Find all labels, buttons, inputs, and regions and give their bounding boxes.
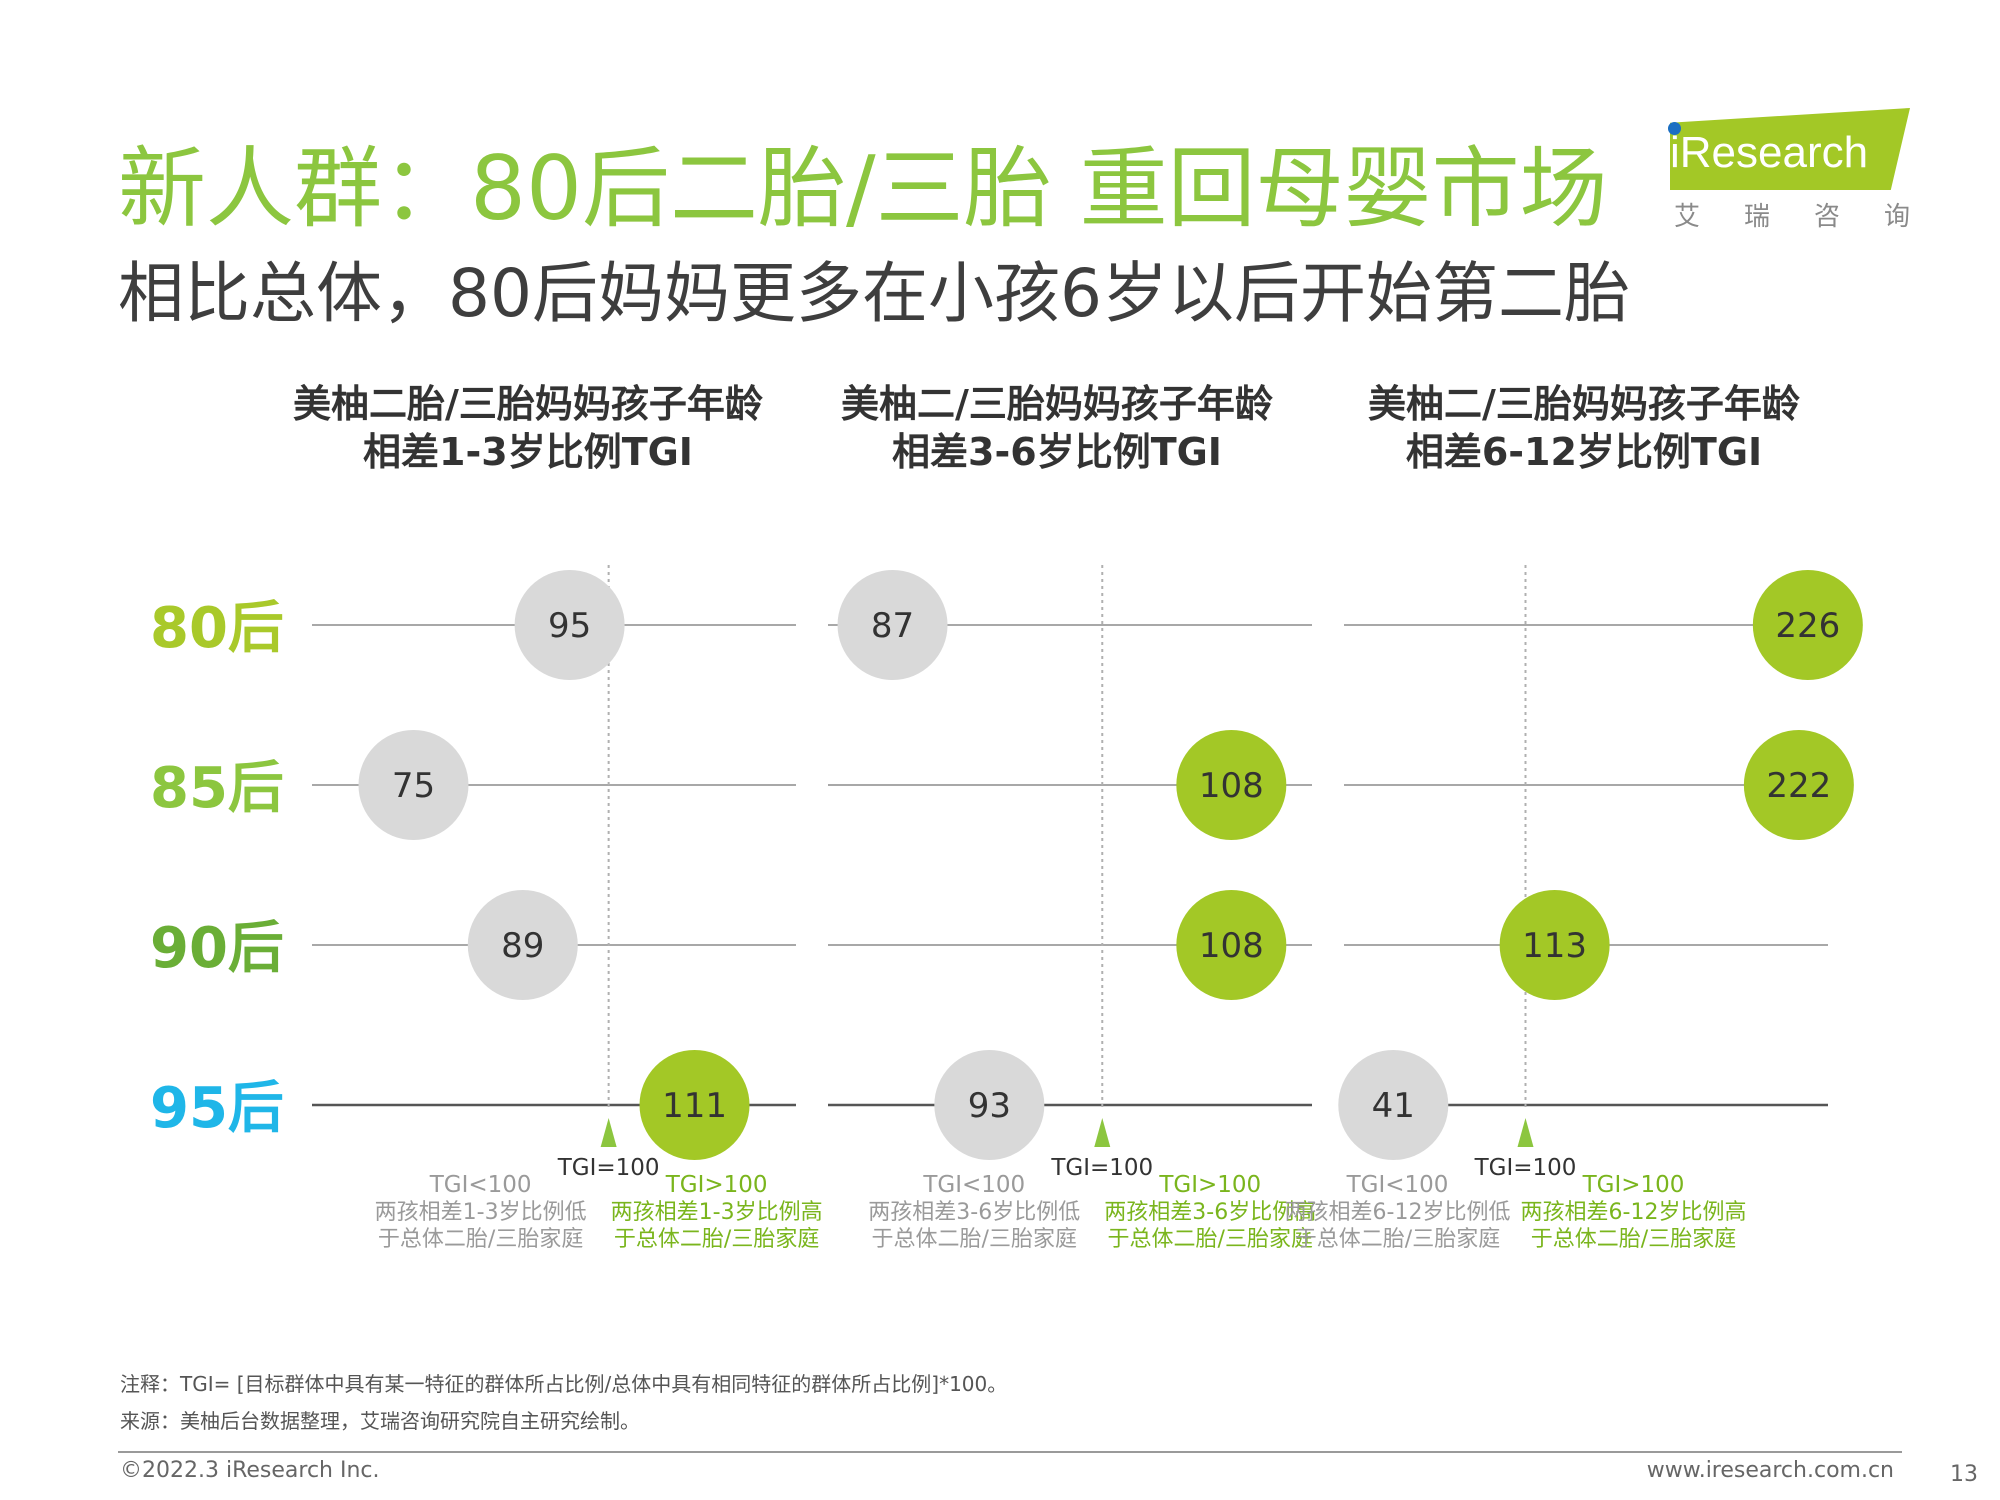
panel-3-bubble-4	[1338, 1050, 1449, 1160]
panel-2-above-text-1: 两孩相差3-6岁比例高	[1104, 1200, 1316, 1225]
panel-1-bubble-label-2: 75	[392, 766, 435, 806]
panel-title-2: 美柚二/三胎妈妈孩子年龄 相差3-6岁比例TGI	[777, 380, 1337, 476]
panel-1-bubble-1	[514, 570, 625, 680]
logo-chinese-name: 艾瑞咨询	[1674, 202, 1955, 232]
panel-title-3: 美柚二/三胎妈妈孩子年龄 相差6-12岁比例TGI	[1304, 380, 1864, 476]
panel-3-bubble-label-3: 113	[1522, 926, 1587, 966]
panel-3-bubble-label-1: 226	[1775, 606, 1840, 646]
panel-2-reference-marker	[1094, 1118, 1111, 1147]
row-label-4: 95后	[150, 1076, 284, 1141]
panel-3-above-heading: TGI>100	[1582, 1172, 1685, 1198]
panel-1-below-heading: TGI<100	[429, 1172, 532, 1198]
panel-1-below-text-1: 两孩相差1-3岁比例低	[375, 1200, 587, 1225]
panel-2-below-text-1: 两孩相差3-6岁比例低	[868, 1200, 1080, 1225]
panel-3-below-heading: TGI<100	[1346, 1172, 1449, 1198]
tgi-bubble-chart: 80后85后90后95后TGI=100957589111TGI<100两孩相差1…	[150, 565, 1863, 1252]
panel-1-bubble-label-4: 111	[662, 1086, 727, 1126]
logo-banner	[1670, 108, 1910, 190]
panel-3-reference-marker	[1517, 1118, 1534, 1147]
row-label-1: 80后	[150, 596, 284, 661]
panel-2-bubble-label-1: 87	[871, 606, 914, 646]
panel-1-above-text-1: 两孩相差1-3岁比例高	[611, 1200, 823, 1225]
panel-2-reference-label: TGI=100	[1050, 1155, 1153, 1181]
panel-1-above-heading: TGI>100	[665, 1172, 768, 1198]
panel-title-2-line2: 相差3-6岁比例TGI	[892, 430, 1222, 474]
panel-title-2-line1: 美柚二/三胎妈妈孩子年龄	[841, 382, 1273, 426]
panel-2-bubble-3	[1176, 890, 1287, 1000]
panel-1-bubble-3	[467, 890, 578, 1000]
panel-3-above-text-2: 于总体二胎/三胎家庭	[1531, 1227, 1736, 1252]
panel-1-above-text-2: 于总体二胎/三胎家庭	[614, 1227, 819, 1252]
panel-1-bubble-4	[639, 1050, 750, 1160]
panel-1-bubble-label-3: 89	[501, 926, 544, 966]
panel-2-bubble-label-2: 108	[1199, 766, 1264, 806]
panel-2-below-heading: TGI<100	[922, 1172, 1025, 1198]
panel-3-bubble-label-2: 222	[1766, 766, 1831, 806]
panel-1-bubble-label-1: 95	[548, 606, 591, 646]
panel-2-below-text-2: 于总体二胎/三胎家庭	[872, 1227, 1077, 1252]
panel-title-3-line2: 相差6-12岁比例TGI	[1405, 430, 1763, 474]
panel-title-1-line2: 相差1-3岁比例TGI	[363, 430, 693, 474]
panel-3-below-text-2: 于总体二胎/三胎家庭	[1295, 1227, 1500, 1252]
panel-1-below-text-2: 于总体二胎/三胎家庭	[378, 1227, 583, 1252]
website-url: www.iresearch.com.cn	[1646, 1458, 1894, 1483]
panel-3-bubble-1	[1752, 570, 1863, 680]
panel-3-bubble-label-4: 41	[1372, 1086, 1415, 1126]
panel-2-bubble-2	[1176, 730, 1287, 840]
panel-title-1: 美柚二胎/三胎妈妈孩子年龄 相差1-3岁比例TGI	[248, 380, 808, 476]
panel-3-bubble-2	[1743, 730, 1854, 840]
panel-title-3-line1: 美柚二/三胎妈妈孩子年龄	[1368, 382, 1800, 426]
page-number: 13	[1950, 1462, 1978, 1487]
logo-wordmark: iResearch	[1670, 128, 1869, 177]
row-label-3: 90后	[150, 916, 284, 981]
page-title: 新人群：80后二胎/三胎 重回母婴市场	[118, 137, 1608, 240]
chart-note: 注释：TGI= [目标群体中具有某一特征的群体所占比例/总体中具有相同特征的群体…	[120, 1372, 1008, 1396]
footer-divider	[118, 1451, 1902, 1453]
copyright: ©2022.3 iResearch Inc.	[120, 1458, 380, 1483]
panel-1-reference-label: TGI=100	[557, 1155, 660, 1181]
panel-3-below-text-1: 两孩相差6-12岁比例低	[1285, 1200, 1511, 1225]
panel-2-bubble-label-3: 108	[1199, 926, 1264, 966]
iresearch-logo: iResearch 艾瑞咨询	[1662, 108, 1912, 232]
panel-2-above-heading: TGI>100	[1158, 1172, 1261, 1198]
panel-3-bubble-3	[1499, 890, 1610, 1000]
panel-2-above-text-2: 于总体二胎/三胎家庭	[1108, 1227, 1313, 1252]
panel-2-bubble-label-4: 93	[968, 1086, 1011, 1126]
panel-3-reference-label: TGI=100	[1474, 1155, 1577, 1181]
row-label-2: 85后	[150, 756, 284, 821]
panel-3-above-text-1: 两孩相差6-12岁比例高	[1521, 1200, 1747, 1225]
panel-1-bubble-2	[358, 730, 469, 840]
page-subtitle: 相比总体，80后妈妈更多在小孩6岁以后开始第二胎	[118, 255, 1630, 332]
panel-title-1-line1: 美柚二胎/三胎妈妈孩子年龄	[293, 382, 763, 426]
logo-dot-icon	[1668, 122, 1681, 135]
panel-2-bubble-4	[934, 1050, 1045, 1160]
chart-source: 来源：美柚后台数据整理，艾瑞咨询研究院自主研究绘制。	[120, 1409, 640, 1433]
panel-2-bubble-1	[837, 570, 948, 680]
panel-1-reference-marker	[600, 1118, 617, 1147]
